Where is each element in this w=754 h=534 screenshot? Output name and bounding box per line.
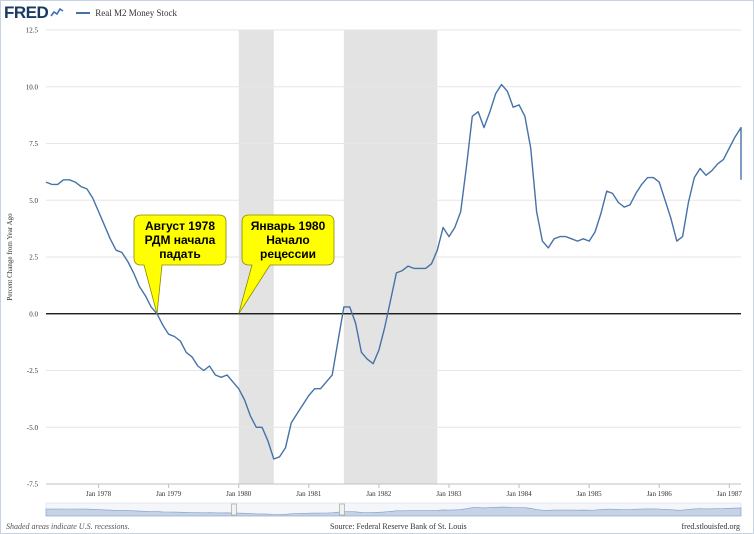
- source-credit: Source: Federal Reserve Bank of St. Loui…: [330, 522, 467, 531]
- callout-text-line: Август 1978: [145, 219, 215, 233]
- y-tick-labels: 12.5 10.0 7.5 5.0 2.5 0.0 -2.5 -5.0 -7.5: [26, 27, 39, 489]
- x-tick-labels: Jan 1978 Jan 1979 Jan 1980 Jan 1981 Jan 1982…: [86, 490, 742, 498]
- y-tick-label: 5.0: [29, 197, 38, 205]
- callout-text-line: падать: [159, 247, 200, 261]
- x-tick-label: Jan 1979: [156, 490, 182, 498]
- range-navigator[interactable]: [45, 502, 742, 517]
- x-axis: [46, 483, 741, 488]
- series-layer: [45, 83, 742, 460]
- callout-text-line: Январь 1980: [251, 219, 326, 233]
- x-tick-label: Jan 1978: [86, 490, 112, 498]
- x-tick-label: Jan 1980: [226, 490, 252, 498]
- chart-footer: Shaded areas indicate U.S. recessions. S…: [0, 520, 754, 534]
- fred-logo-text: FRED: [4, 3, 49, 22]
- y-tick-label: 10.0: [26, 83, 39, 91]
- recession-note: Shaded areas indicate U.S. recessions.: [6, 522, 130, 531]
- chart-header: FRED Real M2 Money Stock: [4, 3, 177, 23]
- callout-text-line: РДМ начала: [145, 233, 216, 247]
- callout-text-line: рецессии: [260, 247, 316, 261]
- site-link[interactable]: fred.stlouisfed.org: [681, 522, 740, 531]
- callout-text-line: Начало: [266, 233, 309, 247]
- y-tick-label: -5.0: [27, 424, 39, 432]
- fred-logo[interactable]: FRED: [4, 3, 64, 23]
- navigator-handle-1[interactable]: [231, 503, 237, 516]
- navigator-series-area: [45, 506, 742, 517]
- y-tick-label: 0.0: [29, 310, 38, 318]
- x-tick-label: Jan 1982: [366, 490, 392, 498]
- y-axis-label: Percent Change from Year Ago: [6, 213, 14, 301]
- y-tick-label: 12.5: [26, 27, 39, 35]
- x-tick-label: Jan 1986: [647, 490, 673, 498]
- y-tick-label: -7.5: [27, 481, 39, 489]
- y-tick-label: 2.5: [29, 254, 38, 262]
- x-tick-label: Jan 1981: [296, 490, 322, 498]
- fred-chart-icon: [50, 3, 64, 23]
- x-tick-label: Jan 1984: [507, 490, 533, 498]
- y-tick-label: 7.5: [29, 140, 38, 148]
- series-line-1: [45, 83, 742, 460]
- callout-bubble: [238, 214, 335, 315]
- legend-series-label: Real M2 Money Stock: [95, 8, 178, 18]
- callout-bubble: [133, 214, 227, 314]
- y-tick-label: -2.5: [27, 367, 39, 375]
- legend-series-swatch: [76, 12, 91, 14]
- x-tick-label: Jan 1987: [717, 490, 743, 498]
- x-tick-label: Jan 1983: [436, 490, 462, 498]
- x-tick-label: Jan 1985: [577, 490, 603, 498]
- navigator-handle-2[interactable]: [339, 503, 345, 516]
- chart-legend[interactable]: Real M2 Money Stock: [76, 8, 177, 18]
